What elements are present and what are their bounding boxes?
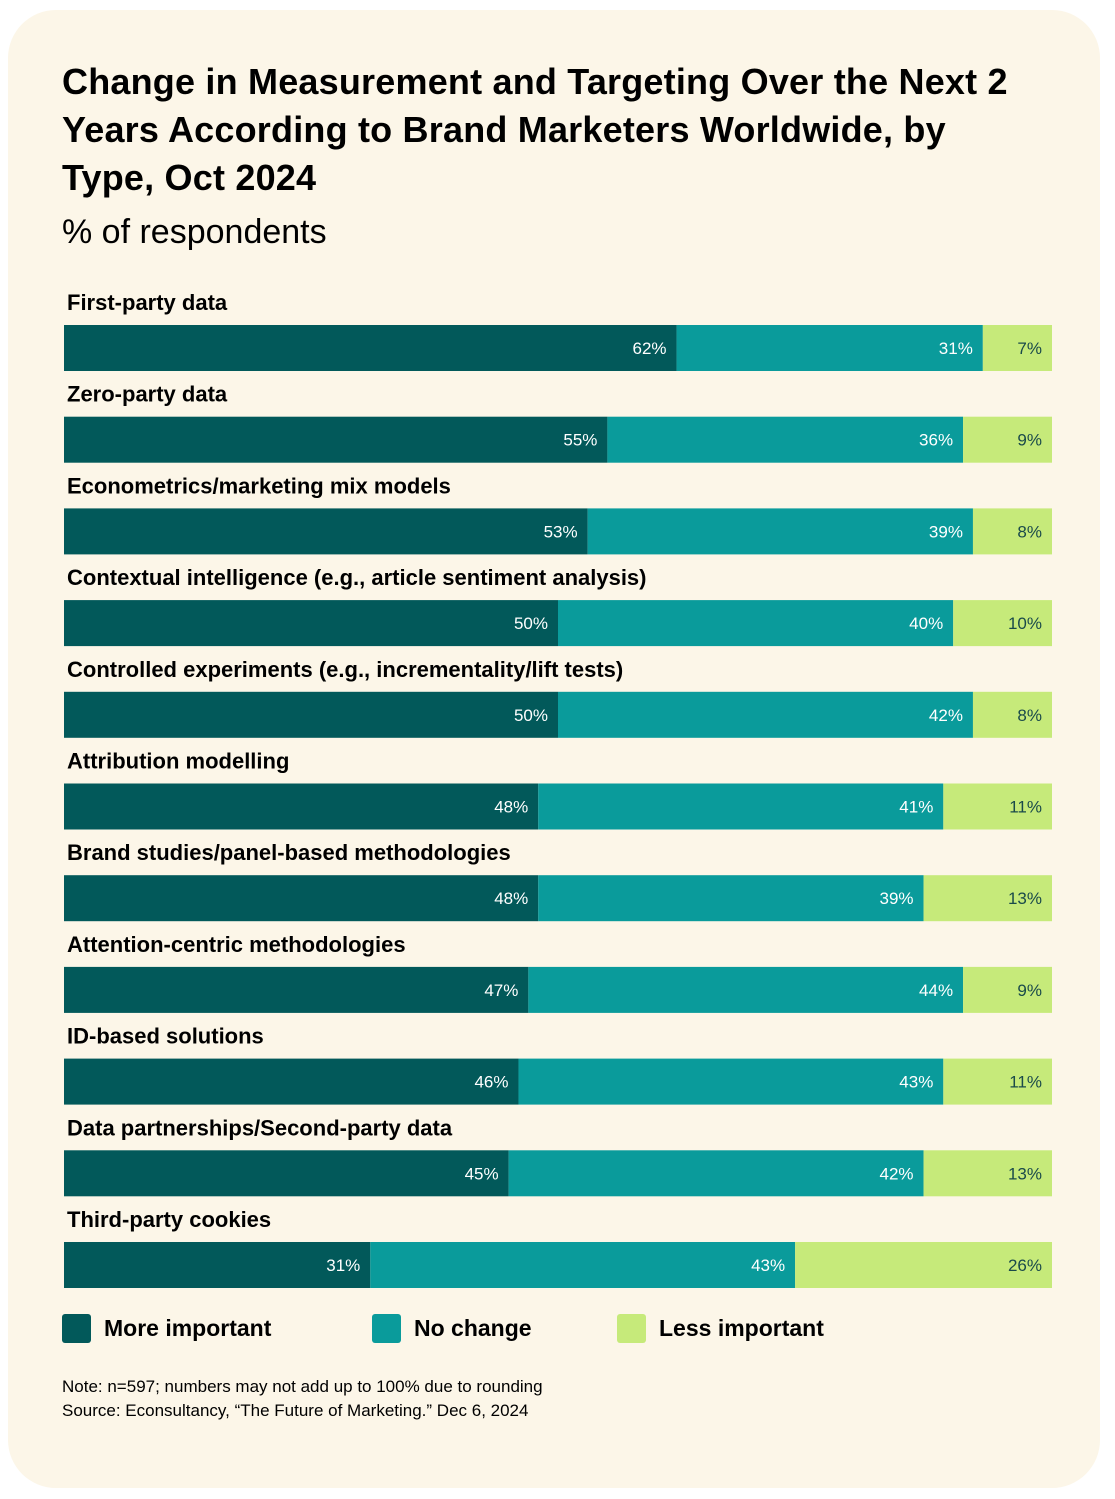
value-label-no-change-brand-studies-panel-based-methodologies: 39% xyxy=(880,889,914,908)
value-label-less-important-first-party-data: 7% xyxy=(1017,339,1042,358)
chart-title: Change in Measurement and Targeting Over… xyxy=(62,61,1008,198)
value-label-no-change-controlled-experiments-e-g-incrementality-lift-tests: 42% xyxy=(929,706,963,725)
bar-more-important-attribution-modelling xyxy=(64,783,539,830)
category-label-data-partnerships-second-party-data: Data partnerships/Second-party data xyxy=(67,1115,453,1140)
bar-more-important-brand-studies-panel-based-methodologies xyxy=(64,875,539,922)
value-label-no-change-attention-centric-methodologies: 44% xyxy=(919,981,953,1000)
category-label-zero-party-data: Zero-party data xyxy=(67,382,228,407)
bar-no-change-data-partnerships-second-party-data xyxy=(508,1150,924,1197)
bar-no-change-econometrics-marketing-mix-models xyxy=(587,508,973,555)
bar-less-important-attribution-modelling xyxy=(943,783,1052,830)
bar-less-important-zero-party-data xyxy=(963,416,1052,463)
stacked-bar-chart: First-party data 62% 31% 7% Zero-party data 5… xyxy=(64,290,1052,1288)
bar-less-important-contextual-intelligence-e-g-article-sentiment-analysis xyxy=(953,600,1052,647)
value-label-more-important-third-party-cookies: 31% xyxy=(326,1256,360,1275)
value-label-more-important-first-party-data: 62% xyxy=(633,339,667,358)
bar-less-important-brand-studies-panel-based-methodologies xyxy=(923,875,1052,922)
category-label-attribution-modelling: Attribution modelling xyxy=(67,749,289,774)
value-label-no-change-attribution-modelling: 41% xyxy=(899,798,933,817)
value-label-more-important-attention-centric-methodologies: 47% xyxy=(484,981,518,1000)
legend-label-less-important: Less important xyxy=(659,1314,824,1341)
bar-less-important-data-partnerships-second-party-data xyxy=(923,1150,1052,1197)
legend-swatch-less-important xyxy=(617,1313,646,1343)
value-label-less-important-econometrics-marketing-mix-models: 8% xyxy=(1017,522,1042,541)
category-label-id-based-solutions: ID-based solutions xyxy=(67,1024,264,1049)
bar-no-change-brand-studies-panel-based-methodologies xyxy=(538,875,924,922)
bar-more-important-first-party-data xyxy=(64,325,677,371)
value-label-less-important-brand-studies-panel-based-methodologies: 13% xyxy=(1008,889,1042,908)
bar-more-important-econometrics-marketing-mix-models xyxy=(64,508,588,555)
legend-item-less-important: Less important xyxy=(617,1312,824,1344)
bar-no-change-zero-party-data xyxy=(607,416,964,463)
category-label-brand-studies-panel-based-methodologies: Brand studies/panel-based methodologies xyxy=(67,840,511,865)
category-label-third-party-cookies: Third-party cookies xyxy=(67,1207,271,1232)
legend-swatch-more-important xyxy=(62,1313,91,1343)
bar-more-important-id-based-solutions xyxy=(64,1058,519,1105)
value-label-no-change-first-party-data: 31% xyxy=(939,339,973,358)
bar-no-change-attribution-modelling xyxy=(538,783,944,830)
chart-legend: More important No change Less important xyxy=(62,1312,1062,1344)
bar-more-important-zero-party-data xyxy=(64,416,608,463)
bar-less-important-econometrics-marketing-mix-models xyxy=(972,508,1052,555)
bar-no-change-third-party-cookies xyxy=(370,1242,796,1288)
chart-notes: Note: n=597; numbers may not add up to 1… xyxy=(62,1375,543,1423)
value-label-less-important-attribution-modelling: 11% xyxy=(1009,798,1042,817)
value-label-no-change-zero-party-data: 36% xyxy=(919,431,953,450)
chart-source: Source: Econsultancy, “The Future of Mar… xyxy=(62,1401,529,1420)
bar-more-important-contextual-intelligence-e-g-article-sentiment-analysis xyxy=(64,600,558,647)
value-label-less-important-third-party-cookies: 26% xyxy=(1008,1256,1042,1275)
value-label-no-change-id-based-solutions: 43% xyxy=(899,1073,933,1092)
value-label-less-important-data-partnerships-second-party-data: 13% xyxy=(1008,1164,1042,1183)
value-label-more-important-contextual-intelligence-e-g-article-sentiment-analysis: 50% xyxy=(514,614,548,633)
legend-label-more-important: More important xyxy=(104,1314,272,1341)
category-label-controlled-experiments-e-g-incrementality-lift-tests: Controlled experiments (e.g., incrementa… xyxy=(67,657,623,682)
value-label-no-change-third-party-cookies: 43% xyxy=(751,1256,785,1275)
bar-no-change-attention-centric-methodologies xyxy=(528,966,964,1013)
category-label-attention-centric-methodologies: Attention-centric methodologies xyxy=(67,932,406,957)
value-label-less-important-id-based-solutions: 11% xyxy=(1009,1073,1042,1092)
value-label-more-important-attribution-modelling: 48% xyxy=(494,798,528,817)
value-label-more-important-brand-studies-panel-based-methodologies: 48% xyxy=(494,889,528,908)
bar-no-change-first-party-data xyxy=(676,325,983,371)
category-label-first-party-data: First-party data xyxy=(67,290,228,315)
bar-less-important-attention-centric-methodologies xyxy=(963,966,1052,1013)
legend-item-no-change: No change xyxy=(372,1312,532,1344)
bar-more-important-attention-centric-methodologies xyxy=(64,966,529,1013)
legend-swatch-no-change xyxy=(372,1313,401,1343)
value-label-less-important-attention-centric-methodologies: 9% xyxy=(1017,981,1042,1000)
bar-less-important-third-party-cookies xyxy=(795,1242,1052,1288)
bar-no-change-id-based-solutions xyxy=(518,1058,944,1105)
bar-less-important-first-party-data xyxy=(982,325,1052,371)
value-label-no-change-data-partnerships-second-party-data: 42% xyxy=(880,1164,914,1183)
value-label-less-important-controlled-experiments-e-g-incrementality-lift-tests: 8% xyxy=(1017,706,1042,725)
bar-less-important-id-based-solutions xyxy=(943,1058,1052,1105)
chart-subtitle: % of respondents xyxy=(62,213,327,251)
bar-no-change-contextual-intelligence-e-g-article-sentiment-analysis xyxy=(558,600,954,647)
category-label-econometrics-marketing-mix-models: Econometrics/marketing mix models xyxy=(67,473,451,498)
category-label-contextual-intelligence-e-g-article-sentiment-analysis: Contextual intelligence (e.g., article s… xyxy=(67,565,647,590)
value-label-less-important-zero-party-data: 9% xyxy=(1017,431,1042,450)
value-label-more-important-id-based-solutions: 46% xyxy=(474,1073,508,1092)
value-label-more-important-controlled-experiments-e-g-incrementality-lift-tests: 50% xyxy=(514,706,548,725)
value-label-no-change-contextual-intelligence-e-g-article-sentiment-analysis: 40% xyxy=(909,614,943,633)
chart-card xyxy=(8,10,1100,1488)
bar-more-important-data-partnerships-second-party-data xyxy=(64,1150,509,1197)
bar-no-change-controlled-experiments-e-g-incrementality-lift-tests xyxy=(558,691,973,738)
bar-less-important-controlled-experiments-e-g-incrementality-lift-tests xyxy=(972,691,1052,738)
value-label-more-important-data-partnerships-second-party-data: 45% xyxy=(465,1164,499,1183)
chart-note: Note: n=597; numbers may not add up to 1… xyxy=(62,1377,543,1396)
bar-more-important-third-party-cookies xyxy=(64,1242,371,1288)
bar-more-important-controlled-experiments-e-g-incrementality-lift-tests xyxy=(64,691,558,738)
value-label-no-change-econometrics-marketing-mix-models: 39% xyxy=(929,522,963,541)
legend-item-more-important: More important xyxy=(62,1312,271,1344)
value-label-more-important-econometrics-marketing-mix-models: 53% xyxy=(544,522,578,541)
value-label-less-important-contextual-intelligence-e-g-article-sentiment-analysis: 10% xyxy=(1008,614,1042,633)
value-label-more-important-zero-party-data: 55% xyxy=(563,431,597,450)
legend-label-no-change: No change xyxy=(414,1314,532,1341)
